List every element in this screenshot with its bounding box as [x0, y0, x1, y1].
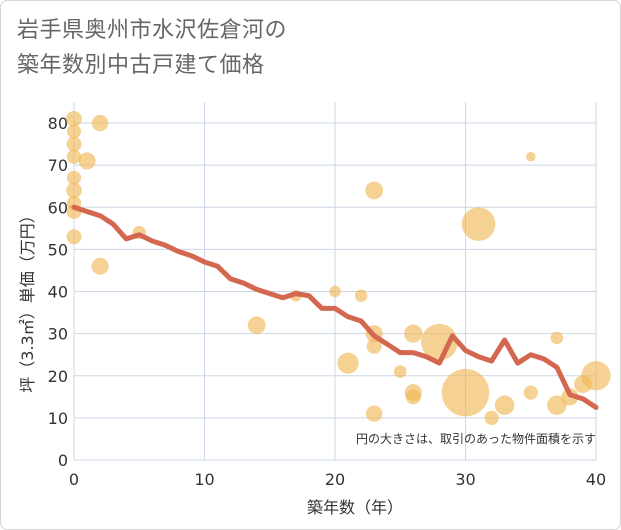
- y-tick-label: 40: [48, 283, 68, 302]
- data-point: [393, 365, 407, 378]
- data-point: [66, 110, 82, 127]
- x-axis-label: 築年数（年）: [307, 498, 403, 517]
- data-point: [66, 136, 82, 152]
- data-point: [66, 149, 82, 164]
- data-point: [547, 395, 567, 416]
- y-tick-label: 60: [48, 198, 68, 217]
- y-tick-label: 20: [48, 367, 68, 386]
- data-point: [461, 207, 496, 241]
- x-tick-label: 10: [194, 470, 214, 489]
- data-point: [329, 285, 341, 298]
- data-point: [494, 395, 515, 416]
- data-point: [247, 316, 266, 335]
- data-point: [405, 389, 421, 405]
- chart-title-line-2: 築年数別中古戸建て価格: [17, 53, 265, 78]
- y-tick-label: 80: [48, 114, 68, 133]
- bubble-series: [66, 110, 611, 425]
- data-point: [484, 410, 499, 425]
- data-point: [441, 368, 490, 417]
- chart-title: 岩手県奥州市水沢佐倉河の 築年数別中古戸建て価格: [17, 13, 287, 83]
- x-tick-label: 30: [455, 470, 475, 489]
- x-tick-label: 0: [69, 470, 79, 489]
- data-point: [421, 323, 458, 361]
- data-point: [581, 361, 611, 391]
- data-point: [66, 124, 82, 139]
- data-point: [526, 152, 536, 162]
- grid-lines: [73, 102, 597, 461]
- x-tick-label: 20: [325, 470, 345, 489]
- data-point: [66, 229, 82, 245]
- y-tick-label: 10: [48, 409, 68, 428]
- data-point: [365, 405, 383, 422]
- bubble-size-note: 円の大きさは、取引のあった物件面積を示す: [356, 431, 596, 446]
- y-tick-label: 0: [58, 451, 68, 470]
- data-point: [365, 181, 384, 200]
- y-tick-label: 30: [48, 325, 68, 344]
- data-point: [523, 385, 538, 400]
- y-axis-label: 坪（3.3㎡）単価（万円）: [18, 207, 37, 392]
- y-tick-label: 70: [48, 156, 68, 175]
- x-tick-label: 40: [586, 470, 606, 489]
- data-point: [66, 170, 82, 185]
- axis-tick-labels: 0 10 20 30 40 50 60 70 80 0 10 20 30 40: [48, 114, 607, 489]
- y-tick-label: 50: [48, 240, 68, 259]
- data-point: [91, 114, 109, 132]
- chart-title-line-1: 岩手県奥州市水沢佐倉河の: [17, 18, 288, 43]
- data-point: [404, 324, 423, 343]
- data-point: [354, 289, 368, 303]
- data-point: [66, 182, 82, 199]
- data-point: [366, 338, 382, 354]
- data-point: [337, 352, 359, 374]
- data-point: [91, 257, 109, 275]
- data-point: [78, 152, 96, 170]
- trend-line: [71, 204, 599, 410]
- data-point: [550, 331, 564, 345]
